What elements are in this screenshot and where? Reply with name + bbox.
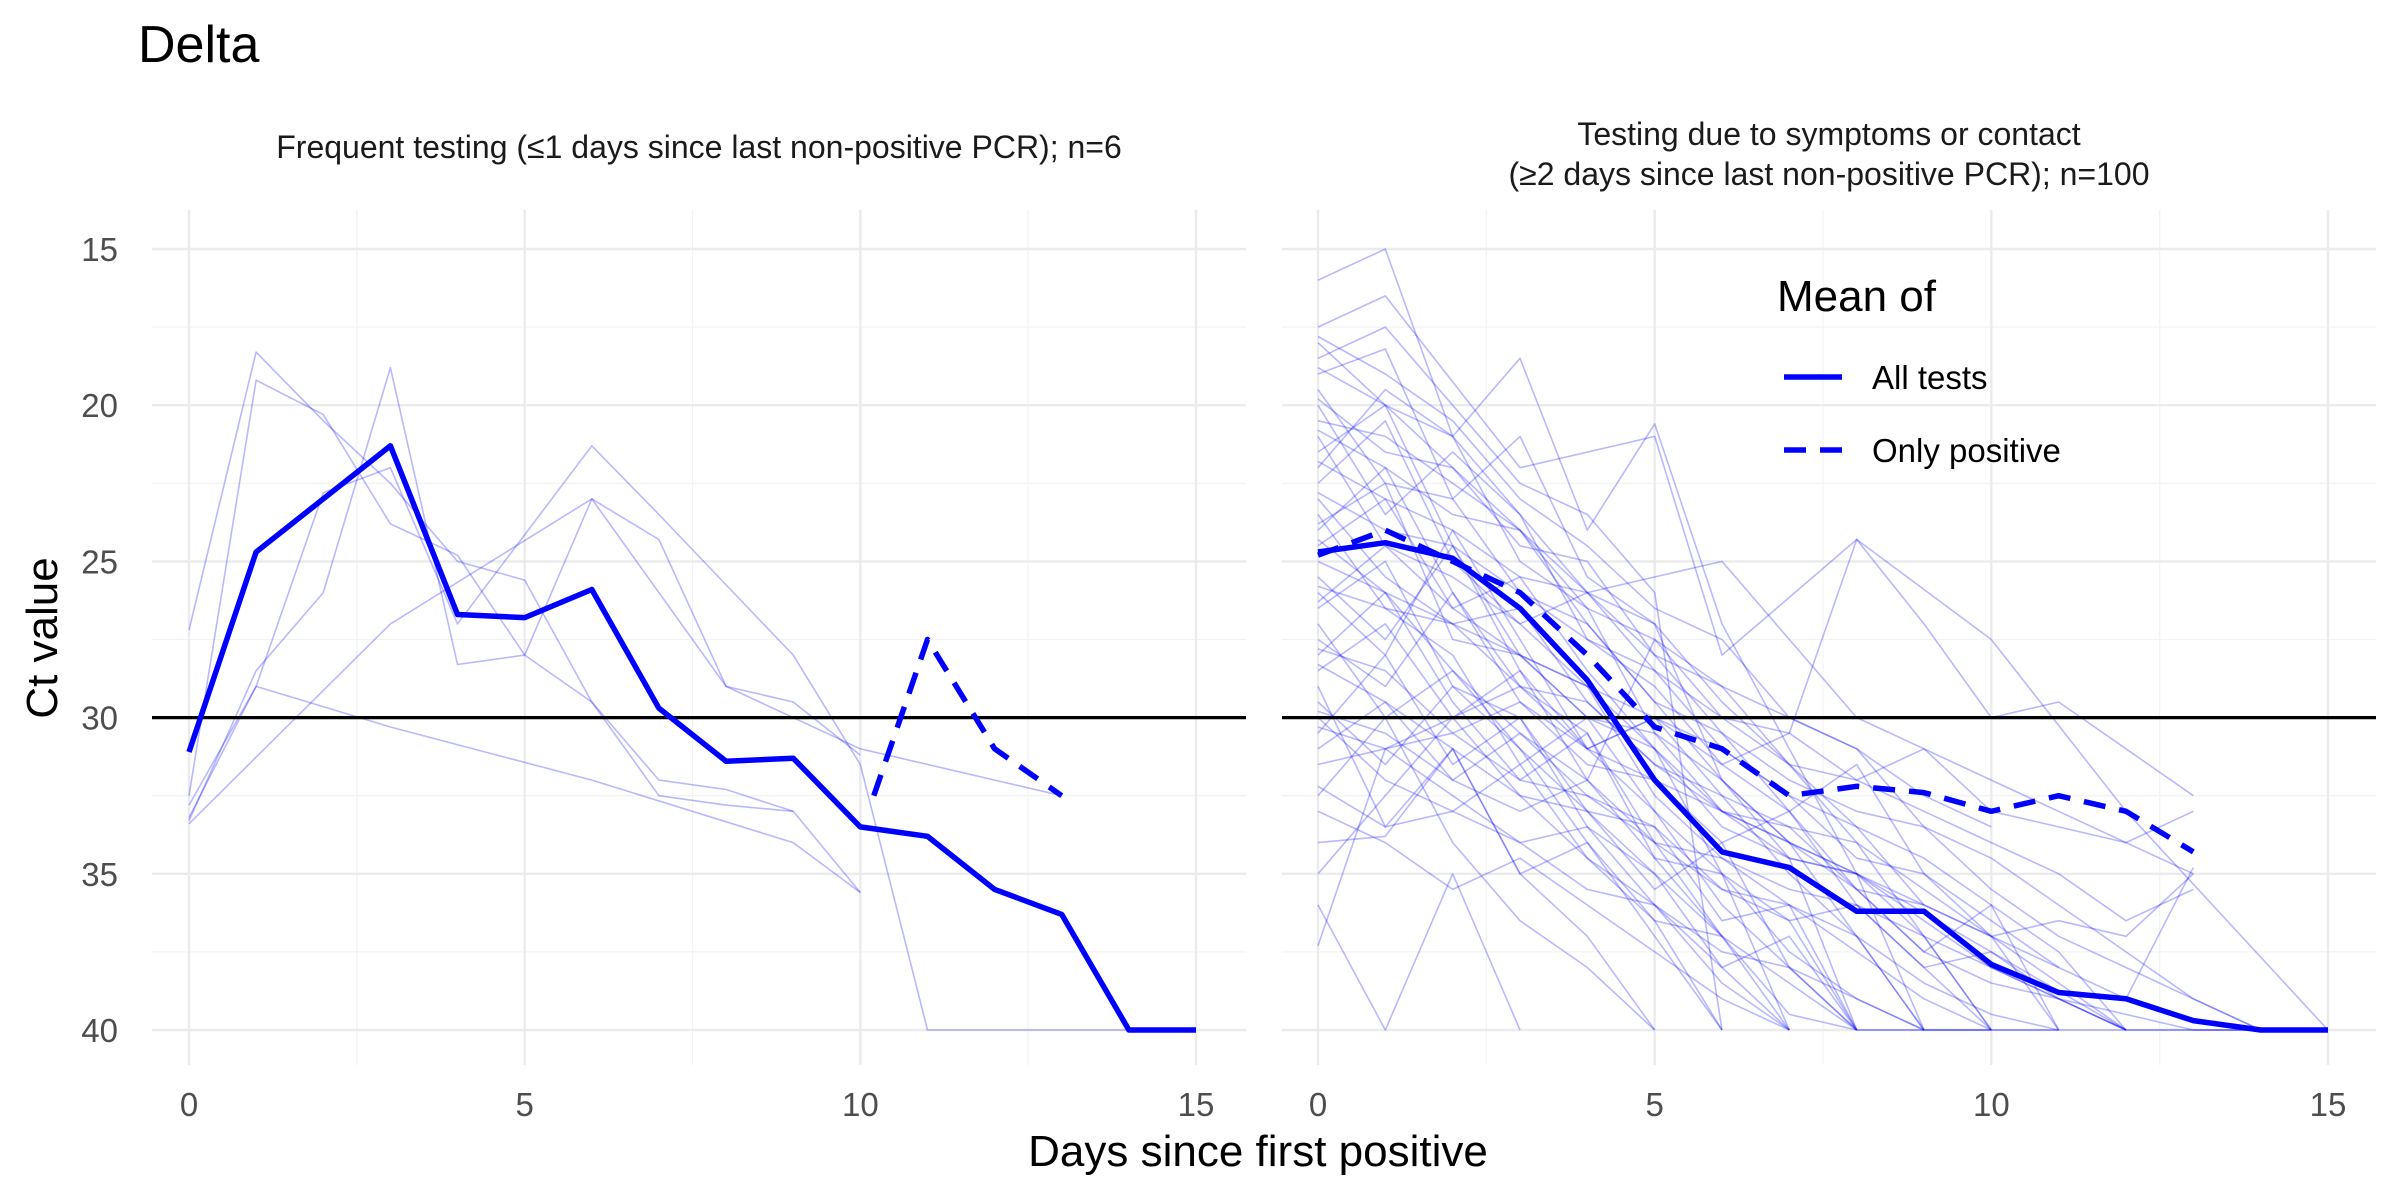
individual-trajectory-line [188, 351, 861, 894]
individual-trajectory-line [1317, 295, 2329, 1031]
x-axis-title: Days since first positive [1028, 1127, 1488, 1176]
chart-title: Delta [138, 16, 259, 74]
individual-trajectory-line [1317, 248, 1992, 1031]
x-tick-label: 15 [1178, 1086, 1215, 1123]
individual-trajectory-line [1317, 326, 1723, 1031]
panel-strip-title: Frequent testing (≤1 days since last non… [276, 129, 1122, 165]
individual-trajectory-line [1317, 591, 2060, 1031]
individual-trajectory-line [1317, 591, 1992, 1031]
individual-trajectory-line [1317, 585, 2127, 1031]
individual-trajectory-line [1317, 710, 2059, 1031]
mean-all-tests-line [186, 443, 1196, 1033]
individual-trajectory-line [1317, 747, 1924, 1031]
x-tick-label: 0 [1309, 1086, 1327, 1123]
individual-trajectory-line [1317, 514, 1791, 1031]
individual-trajectory-line [188, 366, 861, 822]
panel-2: Testing due to symptoms or contact (≥2 da… [1282, 116, 2376, 1123]
individual-trajectory-line [1317, 348, 2328, 1031]
individual-trajectory-line [1317, 560, 1790, 1031]
individual-trajectory-line [1317, 785, 2059, 1031]
mean-only-positive-line [871, 636, 1064, 798]
x-tick-label: 10 [1973, 1086, 2010, 1123]
individual-trajectory-line [1317, 492, 2328, 1031]
individual-trajectory-line [188, 498, 1062, 825]
individual-trajectory-line [1317, 389, 1858, 1031]
individual-trajectory-line [1317, 482, 1992, 1031]
mean-only-positive-line [1317, 527, 2195, 855]
individual-trajectory-line [1317, 398, 2194, 922]
individual-trajectory-line [1317, 342, 2194, 875]
x-tick-label: 0 [180, 1086, 198, 1123]
legend-title: Mean of [1777, 272, 1937, 321]
x-tick-label: 5 [1645, 1086, 1663, 1123]
x-tick-label: 15 [2310, 1086, 2347, 1123]
individual-trajectory-line [1317, 544, 2060, 969]
individual-trajectory-line [1317, 685, 2194, 875]
x-tick-label: 5 [515, 1086, 533, 1123]
individual-trajectory-line [188, 444, 1196, 1031]
individual-trajectory-line [1317, 663, 1858, 1031]
individual-trajectory-line [1317, 538, 2194, 946]
panel-strip-title: (≥2 days since last non-positive PCR); n… [1509, 156, 2150, 192]
y-tick-label: 25 [81, 543, 118, 580]
individual-trajectory-line [1317, 623, 1723, 1031]
individual-trajectory-line [1317, 419, 2060, 1031]
legend: Mean of All tests Only positive [1777, 272, 2061, 469]
individual-trajectory-line [1317, 717, 1858, 1031]
individual-trajectory-line [188, 685, 861, 894]
individual-trajectory-line [1317, 726, 2127, 1031]
individual-trajectory-line [1317, 538, 1723, 937]
individual-trajectory-line [1317, 435, 1858, 1031]
individual-trajectory-line [1317, 466, 1790, 1031]
mean-all-tests-line [1317, 539, 2328, 1033]
chart-panels: Frequent testing (≤1 days since last non… [81, 116, 2376, 1123]
individual-trajectory-line [1317, 623, 1723, 1031]
legend-label: Only positive [1872, 432, 2061, 469]
y-axis-title: Ct value [18, 557, 67, 718]
y-tick-label: 40 [81, 1012, 118, 1049]
individual-trajectory-line [1317, 367, 1925, 906]
legend-label: All tests [1872, 359, 1988, 396]
individual-trajectory-line [1317, 420, 2328, 1031]
individual-trajectory-line [1317, 498, 2127, 1031]
y-tick-label: 15 [81, 231, 118, 268]
y-tick-label: 30 [81, 700, 118, 737]
individual-trajectory-line [1317, 701, 1992, 1031]
panel-strip-title: Testing due to symptoms or contact [1577, 116, 2080, 152]
individual-trajectory-line [1317, 560, 2127, 1031]
individual-trajectory-line [1317, 747, 1790, 1031]
individual-trajectory-line [1317, 529, 1924, 1031]
y-tick-label: 35 [81, 856, 118, 893]
y-tick-label: 20 [81, 387, 118, 424]
individual-trajectory-line [1317, 810, 1790, 1031]
individual-trajectory-line [1317, 404, 1992, 1031]
individual-trajectory-line [1317, 716, 1656, 1031]
individual-trajectory-line [1317, 686, 1656, 1031]
individual-trajectory-line [1317, 498, 2194, 938]
x-tick-label: 10 [842, 1086, 879, 1123]
individual-trajectory-line [1317, 654, 1858, 1031]
individual-trajectory-line [1317, 872, 1521, 1031]
panel-1: Frequent testing (≤1 days since last non… [81, 129, 1246, 1123]
individual-trajectory-line [1317, 648, 2195, 1000]
individual-trajectory-line [1317, 335, 2262, 1031]
individual-trajectory-line [188, 379, 794, 813]
individual-trajectory-line [1317, 429, 1992, 828]
